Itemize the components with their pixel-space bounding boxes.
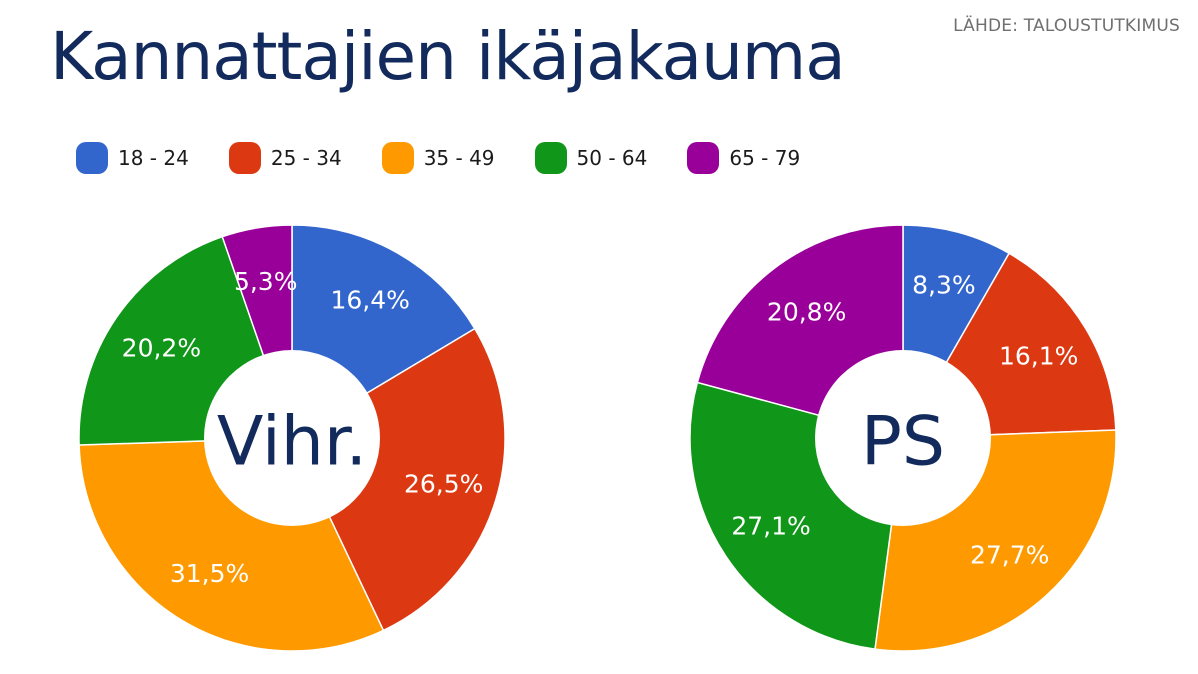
legend-label: 18 - 24 xyxy=(118,146,189,170)
slice-label-vihr-4: 5,3% xyxy=(234,267,298,296)
donut-hole xyxy=(815,350,991,526)
slice-label-vihr-2: 31,5% xyxy=(170,559,249,588)
legend-label: 25 - 34 xyxy=(270,146,342,170)
legend-item-65-79: 65 - 79 xyxy=(687,142,800,174)
slice-label-ps-1: 16,1% xyxy=(999,342,1078,371)
slice-label-vihr-0: 16,4% xyxy=(330,286,409,315)
legend-item-35-49: 35 - 49 xyxy=(381,142,495,174)
slice-label-ps-2: 27,7% xyxy=(970,541,1049,570)
slice-label-vihr-3: 20,2% xyxy=(122,334,201,363)
donut-ps: 8,3% 16,1% 27,7% 27,1% 20,8% PS xyxy=(689,224,1117,652)
slice-vihr-1 xyxy=(291,327,506,632)
legend-label: 50 - 64 xyxy=(576,146,648,170)
center-label-vihr: Vihr. xyxy=(217,403,367,482)
legend-swatch xyxy=(534,142,567,174)
page-title: Kannattajien ikäjakauma xyxy=(50,18,846,95)
legend-item-50-64: 50 - 64 xyxy=(534,142,648,174)
source-note: LÄHDE: TALOUSTUTKIMUS xyxy=(953,16,1180,36)
legend-label: 65 - 79 xyxy=(729,146,801,170)
legend-swatch xyxy=(228,142,261,174)
donut-hole xyxy=(204,350,380,526)
legend-swatch xyxy=(687,142,720,174)
slice-label-ps-4: 20,8% xyxy=(767,298,846,327)
legend-swatch xyxy=(76,142,108,174)
legend-label: 35 - 49 xyxy=(423,146,495,170)
center-label-ps: PS xyxy=(861,403,945,482)
legend-swatch xyxy=(381,142,414,174)
slice-label-ps-0: 8,3% xyxy=(912,270,976,299)
legend-item-25-34: 25 - 34 xyxy=(228,142,342,174)
slice-label-vihr-1: 26,5% xyxy=(404,469,483,498)
legend-item-18-24: 18 - 24 xyxy=(76,142,189,174)
donut-vihr: 16,4% 26,5% 31,5% 20,2% 5,3% Vihr. xyxy=(78,224,506,652)
slice-label-ps-3: 27,1% xyxy=(731,511,810,540)
legend: 18 - 24 25 - 34 35 - 49 50 - 64 65 - 79 xyxy=(76,142,840,174)
